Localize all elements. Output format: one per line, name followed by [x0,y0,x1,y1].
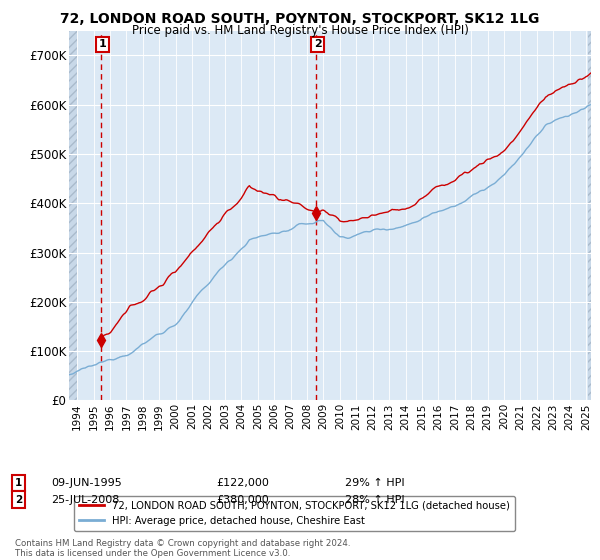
Text: 72, LONDON ROAD SOUTH, POYNTON, STOCKPORT, SK12 1LG: 72, LONDON ROAD SOUTH, POYNTON, STOCKPOR… [61,12,539,26]
Text: 2: 2 [15,494,22,505]
Bar [69,31,77,400]
Text: Price paid vs. HM Land Registry's House Price Index (HPI): Price paid vs. HM Land Registry's House … [131,24,469,36]
Text: 28% ↑ HPI: 28% ↑ HPI [345,494,404,505]
Text: 29% ↑ HPI: 29% ↑ HPI [345,478,404,488]
Text: Contains HM Land Registry data © Crown copyright and database right 2024.
This d: Contains HM Land Registry data © Crown c… [15,539,350,558]
Text: 1: 1 [15,478,22,488]
Text: 09-JUN-1995: 09-JUN-1995 [51,478,122,488]
Text: 1: 1 [98,39,106,49]
Text: 25-JUL-2008: 25-JUL-2008 [51,494,119,505]
Text: £122,000: £122,000 [216,478,269,488]
Text: £380,000: £380,000 [216,494,269,505]
Legend: 72, LONDON ROAD SOUTH, POYNTON, STOCKPORT, SK12 1LG (detached house), HPI: Avera: 72, LONDON ROAD SOUTH, POYNTON, STOCKPOR… [74,496,515,531]
Bar [588,31,596,400]
Text: 2: 2 [314,39,322,49]
